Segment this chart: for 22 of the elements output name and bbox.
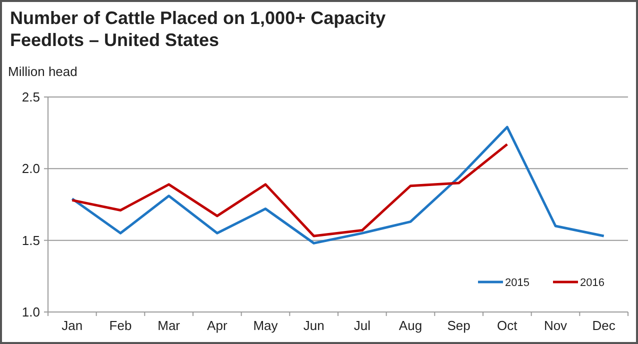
x-tick-label: Nov: [544, 318, 568, 333]
y-tick-label: 2.5: [22, 90, 40, 105]
x-tick-label: Apr: [207, 318, 228, 333]
x-tick-label: Jan: [62, 318, 83, 333]
x-tick-label: Mar: [158, 318, 181, 333]
x-tick-label: Oct: [497, 318, 518, 333]
legend-label: 2016: [580, 276, 604, 289]
legend-label: 2015: [505, 276, 530, 289]
y-tick-label: 1.5: [22, 232, 40, 248]
x-tick-label: Jul: [354, 318, 371, 333]
x-tick-label: Jun: [303, 318, 324, 333]
x-tick-label: Feb: [109, 318, 132, 333]
y-tick-label: 2.0: [22, 161, 40, 176]
x-tick-label: Aug: [398, 318, 422, 333]
y-axis-title: Million head: [8, 64, 78, 79]
x-tick-label: Dec: [592, 318, 616, 333]
y-tick-label: 1.0: [22, 304, 40, 320]
line-series: [70, 143, 508, 238]
x-tick-label: Sep: [447, 318, 470, 333]
chart-title: Number of Cattle Placed on 1,000+ Capacity Feedlots – United States: [10, 8, 386, 50]
x-tick-label: May: [253, 318, 278, 333]
line-series: [70, 126, 606, 244]
